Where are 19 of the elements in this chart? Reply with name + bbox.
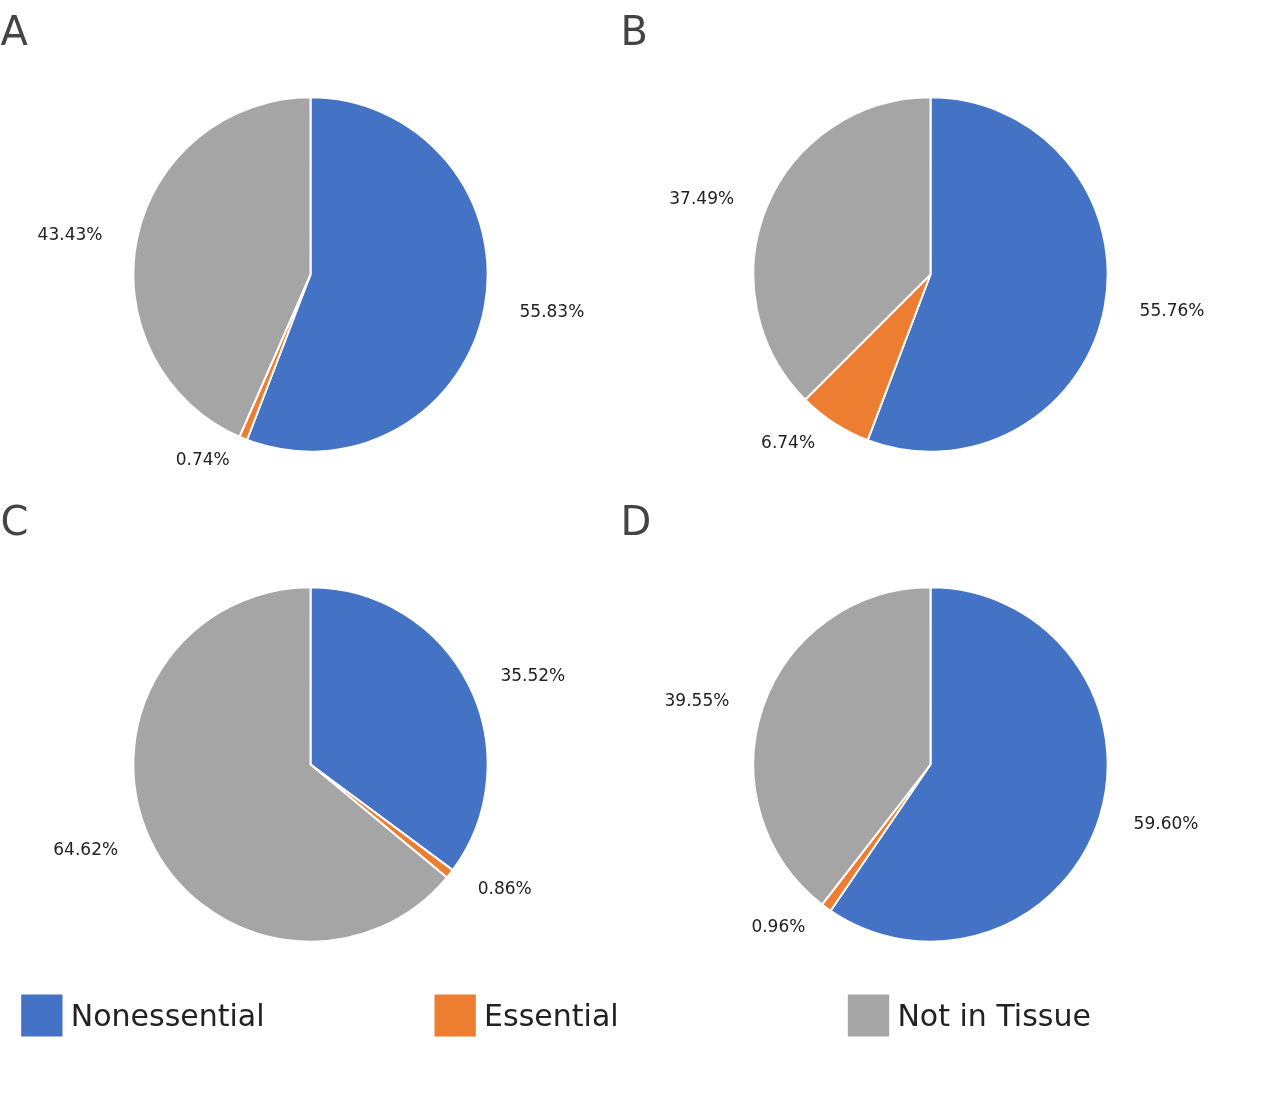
data-label: 64.62%: [53, 839, 119, 860]
legend-label: Essential: [484, 998, 619, 1033]
data-label: 55.76%: [1139, 300, 1205, 321]
legend-label: Not in Tissue: [897, 998, 1091, 1033]
data-label: 0.86%: [477, 877, 532, 898]
data-label: 6.74%: [761, 431, 816, 452]
data-label: 59.60%: [1133, 813, 1199, 834]
data-label: 0.74%: [175, 448, 230, 469]
chart-title: D: [620, 497, 652, 544]
data-label: 55.83%: [519, 300, 585, 321]
data-label: 0.96%: [751, 915, 806, 936]
chart-title: C: [0, 497, 29, 544]
data-label: 35.52%: [500, 664, 566, 685]
data-label: 43.43%: [37, 223, 103, 244]
legend-label: Nonessential: [70, 998, 265, 1033]
data-label: 37.49%: [669, 188, 735, 209]
chart-title: B: [620, 7, 648, 54]
data-label: 39.55%: [664, 689, 730, 710]
chart-title: A: [0, 7, 29, 54]
